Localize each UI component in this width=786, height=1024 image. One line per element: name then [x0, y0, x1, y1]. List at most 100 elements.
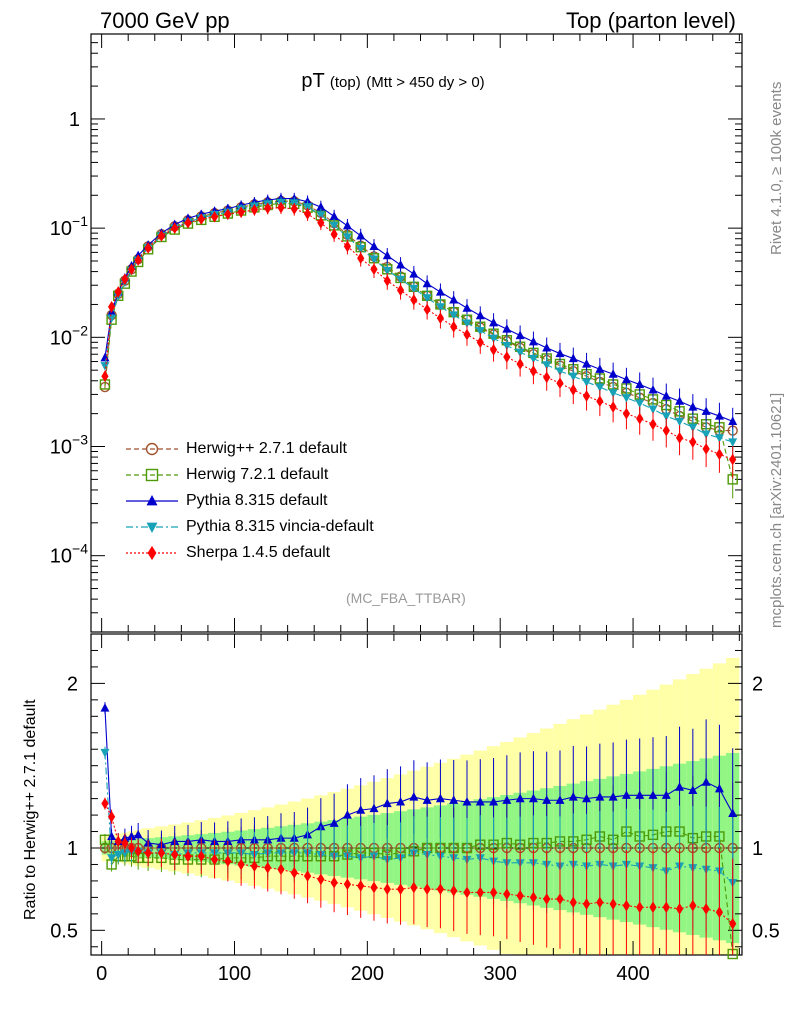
x-tick-label: 300 [484, 963, 517, 985]
ratio-panel-frame [90, 633, 743, 956]
data-point [146, 522, 158, 534]
legend-marker [126, 468, 178, 482]
data-point [145, 468, 159, 482]
legend-label: Pythia 8.315 default [186, 492, 328, 509]
data-point [489, 886, 498, 899]
data-point [542, 361, 552, 370]
ratio-y-tick-label: 0.5 [50, 920, 78, 942]
data-point [595, 792, 605, 801]
series-line [104, 197, 733, 422]
data-point [489, 317, 499, 327]
data-point [702, 443, 710, 455]
series-4 [101, 201, 737, 955]
data-point [435, 793, 445, 803]
data-point [582, 359, 592, 368]
data-point [210, 853, 219, 866]
data-point [396, 275, 406, 285]
data-point [303, 203, 313, 212]
legend-entry: Pythia 8.315 default [122, 488, 374, 514]
data-point [489, 343, 498, 356]
y-tick-label: 10−2 [50, 322, 88, 349]
data-point [409, 792, 419, 801]
header-observable: Top (parton level) [566, 8, 736, 33]
data-point [197, 850, 205, 863]
data-point [475, 796, 485, 806]
header-energy: 7000 GeV pp [100, 8, 230, 33]
ratio-y-axis-label: Ratio to Herwig++ 2.7.1 default [22, 699, 39, 920]
data-point [382, 266, 392, 276]
data-point [127, 842, 136, 854]
data-point [146, 494, 158, 506]
data-point [569, 896, 577, 909]
data-point [555, 348, 565, 358]
data-point [555, 795, 565, 804]
data-point [528, 336, 538, 346]
x-tick-label: 400 [616, 963, 649, 985]
ratio-y-tick-label: 1 [67, 838, 78, 860]
data-point [502, 324, 512, 333]
data-point [529, 891, 538, 904]
data-point [622, 407, 631, 420]
data-point [715, 906, 724, 919]
data-point [303, 870, 312, 882]
legend-marker [126, 522, 178, 534]
data-point [714, 783, 724, 793]
data-point [543, 371, 551, 384]
data-point [701, 406, 711, 415]
data-point [621, 790, 631, 799]
analysis-id: (MC_FBA_TTBAR) [346, 590, 466, 606]
data-point [596, 395, 604, 408]
ratio-y-tick-label: 2 [67, 673, 78, 695]
series-line [104, 201, 733, 443]
data-point [423, 883, 431, 896]
ratio-y-tick-label: 1 [752, 838, 763, 860]
data-point [688, 402, 698, 411]
y-tick-label: 1 [69, 109, 80, 131]
data-point [100, 703, 110, 712]
data-point [662, 424, 670, 437]
data-point [515, 348, 525, 358]
data-point [383, 883, 391, 896]
data-point [396, 796, 406, 806]
data-point [382, 798, 392, 808]
series-line [104, 200, 733, 432]
data-point [171, 848, 179, 861]
data-point [277, 863, 285, 876]
legend-marker [126, 545, 178, 561]
legend: Herwig++ 2.7.1 default Herwig 7.2.1 defa… [122, 436, 374, 566]
data-point [714, 434, 724, 443]
data-point [369, 803, 379, 813]
data-point [502, 795, 512, 804]
title-sub: (top) [329, 74, 361, 91]
x-tick-label: 200 [351, 963, 384, 985]
data-point [609, 898, 617, 910]
data-point [423, 303, 431, 316]
data-point [635, 399, 645, 409]
data-point [543, 893, 551, 905]
data-point [503, 351, 511, 363]
data-point [121, 837, 129, 849]
y-tick-label: 10−3 [50, 432, 88, 459]
data-point [648, 384, 658, 394]
ratio-series-line [104, 803, 734, 925]
data-point [675, 432, 684, 444]
data-point [356, 805, 366, 814]
data-point [113, 850, 123, 860]
ratio-uncertainty-bands [101, 657, 740, 955]
data-point [489, 796, 499, 806]
data-point [689, 899, 697, 912]
data-point [648, 790, 658, 799]
ratio-series-line [104, 708, 734, 846]
legend-entry: Herwig++ 2.7.1 default [122, 436, 374, 462]
data-point [503, 888, 511, 900]
data-point [489, 334, 499, 344]
data-point [582, 793, 592, 803]
data-point [449, 795, 459, 804]
ratio-series-line [104, 830, 734, 955]
data-point [688, 423, 698, 433]
data-point [595, 364, 605, 373]
data-point [436, 312, 445, 324]
legend-label: Herwig 7.2.1 default [186, 466, 329, 483]
data-point [689, 436, 697, 448]
